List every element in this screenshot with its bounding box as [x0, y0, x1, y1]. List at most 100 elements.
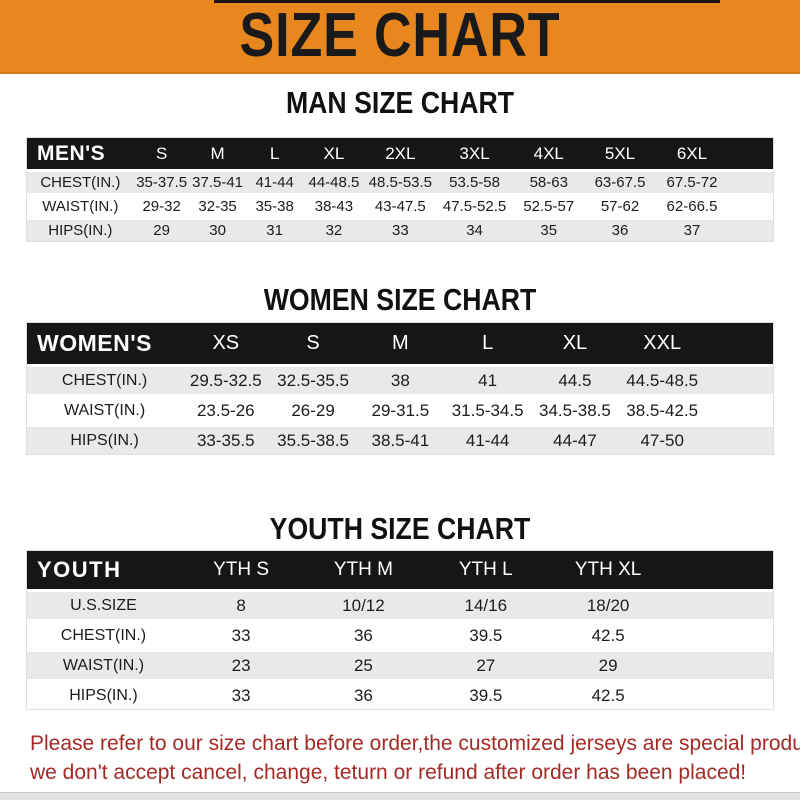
- size-value-cell: 8: [179, 589, 303, 619]
- footer-note-line2: we don't accept cancel, change, teturn o…: [30, 761, 747, 784]
- size-value-cell: 67.5-72: [655, 169, 729, 193]
- filler-cell: [728, 138, 773, 169]
- size-value-cell: 42.5: [546, 619, 670, 649]
- size-value-cell: 26-29: [269, 394, 357, 424]
- header-row: YOUTH YTH S YTH M YTH L YTH XL: [27, 551, 773, 589]
- filler-cell: [705, 323, 773, 364]
- size-column-header: S: [269, 323, 357, 364]
- measurement-row: WAIST(IN.) 29-32 32-35 35-38 38-43 43-47.5 47.…: [27, 193, 773, 217]
- size-value-cell: 33: [364, 217, 437, 241]
- measurement-row: U.S.SIZE 8 10/12 14/16 18/20: [27, 589, 773, 619]
- filler-cell: [669, 551, 773, 589]
- size-value-cell: 44.5: [531, 364, 619, 394]
- measurement-row: CHEST(IN.) 35-37.5 37.5-41 41-44 44-48.5 48.5…: [27, 169, 773, 193]
- size-value-cell: 39.5: [424, 679, 547, 709]
- size-column-header: L: [245, 138, 304, 169]
- filler-cell: [728, 217, 773, 241]
- row-label: HIPS(IN.): [27, 217, 134, 241]
- measurement-row: CHEST(IN.) 33 36 39.5 42.5: [27, 619, 773, 649]
- size-value-cell: 37: [655, 217, 729, 241]
- size-value-cell: 52.5-57: [512, 193, 585, 217]
- size-value-cell: 36: [584, 217, 656, 241]
- size-value-cell: 43-47.5: [364, 193, 437, 217]
- size-value-cell: 29-31.5: [356, 394, 444, 424]
- size-value-cell: 57-62: [584, 193, 656, 217]
- measurement-row: HIPS(IN.) 33-35.5 35.5-38.5 38.5-41 41-44 44-…: [27, 424, 773, 454]
- size-value-cell: 33-35.5: [182, 424, 270, 454]
- size-value-cell: 27: [424, 649, 547, 679]
- size-value-cell: 41-44: [444, 424, 532, 454]
- size-value-cell: 44-48.5: [303, 169, 365, 193]
- size-column-header: 4XL: [512, 138, 585, 169]
- size-value-cell: 47-50: [618, 424, 706, 454]
- table-title-cell: WOMEN'S: [27, 323, 183, 364]
- row-label: WAIST(IN.): [27, 193, 134, 217]
- filler-cell: [705, 364, 773, 394]
- size-value-cell: 42.5: [546, 679, 670, 709]
- size-value-cell: 33: [179, 679, 303, 709]
- size-value-cell: 18/20: [546, 589, 670, 619]
- size-column-header: 5XL: [584, 138, 656, 169]
- size-value-cell: 32.5-35.5: [269, 364, 357, 394]
- man-section-heading: MAN SIZE CHART: [285, 85, 515, 120]
- banner: SIZE CHART: [0, 0, 800, 74]
- size-value-cell: 25: [302, 649, 425, 679]
- size-value-cell: 33: [179, 619, 303, 649]
- size-value-cell: 34: [436, 217, 513, 241]
- size-value-cell: 34.5-38.5: [531, 394, 619, 424]
- size-value-cell: 29-32: [133, 193, 190, 217]
- header-row: WOMEN'S XS S M L XL XXL: [27, 323, 773, 364]
- row-label: CHEST(IN.): [27, 364, 183, 394]
- size-column-header: 6XL: [655, 138, 729, 169]
- size-value-cell: 63-67.5: [584, 169, 656, 193]
- size-value-cell: 35.5-38.5: [269, 424, 357, 454]
- size-value-cell: 29: [546, 649, 670, 679]
- size-value-cell: 39.5: [424, 619, 547, 649]
- size-column-header: XL: [531, 323, 619, 364]
- footer-note: Please refer to our size chart before or…: [30, 729, 800, 787]
- row-label: CHEST(IN.): [27, 169, 134, 193]
- measurement-row: WAIST(IN.) 23 25 27 29: [27, 649, 773, 679]
- filler-cell: [705, 424, 773, 454]
- size-value-cell: 32-35: [189, 193, 246, 217]
- size-value-cell: 35-38: [245, 193, 304, 217]
- size-column-header: YTH S: [179, 551, 303, 589]
- size-column-header: YTH M: [302, 551, 425, 589]
- man-size-section: MAN SIZE CHART MEN'S S M L XL 2XL 3XL 4XL 5XL 6XL…: [0, 86, 800, 241]
- footer-note-line1: Please refer to our size chart before or…: [30, 732, 800, 755]
- size-value-cell: 37.5-41: [189, 169, 246, 193]
- filler-cell: [669, 619, 773, 649]
- size-value-cell: 58-63: [512, 169, 585, 193]
- youth-section-heading: YOUTH SIZE CHART: [269, 511, 531, 546]
- size-value-cell: 30: [189, 217, 246, 241]
- size-column-header: XXL: [618, 323, 706, 364]
- row-label: WAIST(IN.): [27, 394, 183, 424]
- size-value-cell: 44.5-48.5: [618, 364, 706, 394]
- row-label: HIPS(IN.): [27, 424, 183, 454]
- filler-cell: [728, 193, 773, 217]
- size-value-cell: 47.5-52.5: [436, 193, 513, 217]
- women-size-section: WOMEN SIZE CHART WOMEN'S XS S M L XL XXL CHEST(…: [0, 283, 800, 454]
- size-value-cell: 10/12: [302, 589, 425, 619]
- row-label: HIPS(IN.): [27, 679, 180, 709]
- size-value-cell: 41: [444, 364, 532, 394]
- filler-cell: [669, 589, 773, 619]
- size-value-cell: 48.5-53.5: [364, 169, 437, 193]
- size-column-header: 2XL: [364, 138, 437, 169]
- row-label: U.S.SIZE: [27, 589, 180, 619]
- row-label: CHEST(IN.): [27, 619, 180, 649]
- bottom-strip: [0, 792, 800, 800]
- page-title: SIZE CHART: [239, 1, 561, 70]
- size-value-cell: 44-47: [531, 424, 619, 454]
- size-value-cell: 23: [179, 649, 303, 679]
- size-value-cell: 38.5-42.5: [618, 394, 706, 424]
- table-title-cell: MEN'S: [27, 138, 134, 169]
- filler-cell: [728, 169, 773, 193]
- size-column-header: M: [189, 138, 246, 169]
- size-value-cell: 29: [133, 217, 190, 241]
- size-value-cell: 36: [302, 679, 425, 709]
- size-value-cell: 23.5-26: [182, 394, 270, 424]
- youth-size-section: YOUTH SIZE CHART YOUTH YTH S YTH M YTH L YTH…: [0, 512, 800, 709]
- top-border-line: [214, 0, 720, 3]
